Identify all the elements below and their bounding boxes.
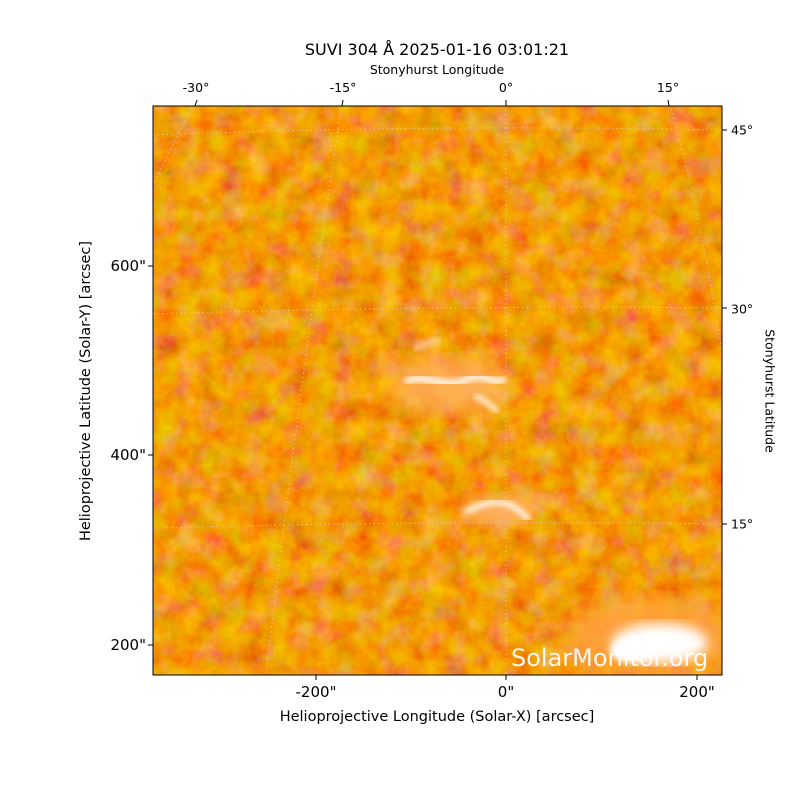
bottom-axis-label: Helioprojective Longitude (Solar-X) [arc… [279,709,595,725]
right-tick-marks [722,129,727,525]
left-tick-label: 400" [110,446,146,464]
top-axis-label: Stonyhurst Longitude [369,62,505,77]
active-region-southeast [565,598,722,675]
top-tick-label: 15° [656,80,680,95]
top-tick-label: -30° [182,80,210,95]
left-axis-label: Helioprojective Latitude (Solar-Y) [arcs… [78,240,94,542]
right-tick-label: 15° [731,516,754,532]
bottom-tick-marks [315,675,698,680]
bottom-tick-label: 200" [679,683,715,701]
bottom-tick-label: 0" [497,683,515,701]
left-tick-marks [148,265,153,646]
plot-frame [152,105,723,676]
plot-title: SUVI 304 Å 2025-01-16 03:01:21 [304,40,570,59]
left-tick-label: 200" [110,636,146,654]
active-region-central [462,494,538,526]
active-region-north [390,336,510,415]
right-tick-label: 30° [731,301,754,317]
left-tick-label: 600" [110,257,146,275]
top-tick-marks [194,99,670,107]
right-axis-label: Stonyhurst Latitude [762,329,778,453]
solar-image [153,106,722,675]
bottom-tick-label: -200" [295,683,337,701]
coordinate-grid [153,106,722,675]
top-tick-label: -15° [329,80,357,95]
watermark: SolarMonitor.org [511,644,709,672]
right-tick-label: 45° [731,122,754,138]
top-tick-label: 0° [498,80,514,95]
